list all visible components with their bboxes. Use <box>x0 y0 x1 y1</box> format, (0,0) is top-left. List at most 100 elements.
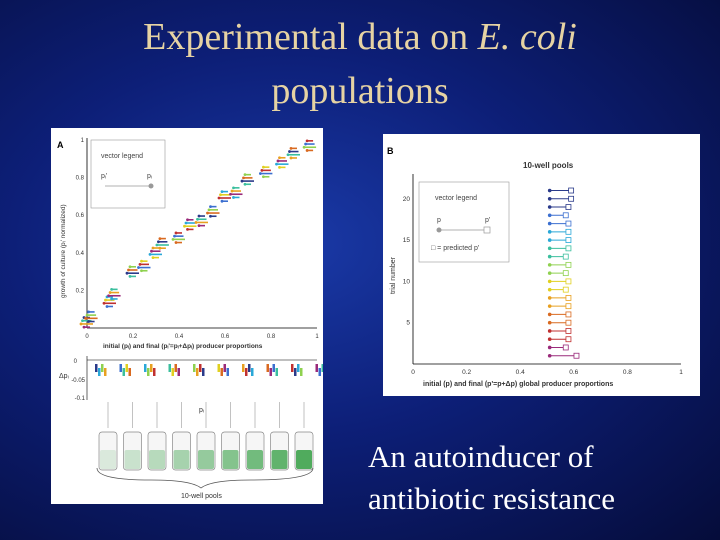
title-species: E. coli <box>477 16 577 58</box>
b-trial-predicted-7 <box>565 303 572 310</box>
slide-caption: An autoinducer of antibiotic resistance <box>368 436 615 520</box>
a-point-4-3 <box>128 275 132 278</box>
b-xtick-1: 0.2 <box>462 369 471 376</box>
a-xtick-4: 0.8 <box>267 334 276 340</box>
a-point-8-2 <box>171 237 175 241</box>
a-point-0-3 <box>82 325 86 329</box>
a-point-11-2 <box>206 211 209 215</box>
a-bottom-marker-8-2 <box>297 364 300 372</box>
a-point-17-3 <box>289 156 293 160</box>
a-point-4-2 <box>125 271 129 275</box>
a-point-3-3 <box>110 297 113 301</box>
a-bottom-markers <box>95 364 327 376</box>
a-bottom-marker-7-2 <box>272 364 275 372</box>
a-point-6-2 <box>148 253 152 256</box>
a-bottom-marker-8-1 <box>294 368 297 376</box>
a-point-6-1 <box>150 249 153 253</box>
a-point-18-2 <box>302 145 306 149</box>
caption-line1: An autoinducer of <box>368 439 594 474</box>
a-bottom-marker-0-1 <box>98 368 101 376</box>
slide-title-line2: populations <box>271 70 449 112</box>
a-tube-2 <box>147 431 167 471</box>
a-point-17-2 <box>286 153 290 157</box>
b-trial-predicted-19 <box>565 204 572 210</box>
a-wells-label: 10-well pools <box>181 493 222 500</box>
a-legend-p-to: pᵢ <box>147 173 152 180</box>
a-point-2-1 <box>104 298 107 302</box>
a-bottom-marker-1-3 <box>128 368 131 376</box>
panel-b-label: B <box>387 146 394 156</box>
a-point-14-3 <box>243 182 247 186</box>
a-point-0-1 <box>81 319 84 323</box>
b-trial-point-20 <box>547 196 552 201</box>
a-point-5-3 <box>140 269 143 273</box>
a-bottom-marker-0-2 <box>101 364 104 372</box>
title-prefix: Experimental data on <box>143 16 478 58</box>
a-tube-1 <box>123 431 142 471</box>
a-bottom-ylabel: Δpᵢ <box>59 373 69 380</box>
b-trial-predicted-17 <box>565 220 572 227</box>
b-trial-point-1 <box>547 353 552 358</box>
b-ytick-3: 20 <box>403 196 411 203</box>
b-legend-square <box>483 226 491 234</box>
a-point-5-2 <box>137 266 140 269</box>
panel-b-plot: B 10-well pools vector legend p p' □ = p… <box>387 146 683 388</box>
b-trial-predicted-2 <box>562 344 569 351</box>
a-tube-fill-4 <box>198 450 214 469</box>
a-bottom-marker-6-1 <box>245 368 248 376</box>
a-bottom-marker-5-0 <box>217 364 220 372</box>
a-point-9-2 <box>183 224 186 228</box>
a-xtick-1: 0.2 <box>129 334 138 340</box>
a-xtick-3: 0.6 <box>221 334 230 340</box>
b-trial-predicted-4 <box>565 328 572 334</box>
a-tube-3 <box>172 431 191 471</box>
b-xtick-3: 0.6 <box>569 369 578 376</box>
a-point-3-0 <box>110 287 113 291</box>
b-trial-point-8 <box>547 296 552 300</box>
b-trial-predicted-8 <box>565 295 572 301</box>
a-bottom-marker-9-0 <box>315 364 318 372</box>
a-bottom-marker-1-1 <box>122 368 125 376</box>
a-legend-dot <box>148 183 154 189</box>
b-legend-p: p <box>437 217 441 224</box>
a-bottom-ytick-2: -0.1 <box>75 396 86 402</box>
a-point-3-1 <box>108 291 112 294</box>
a-bottom-marker-4-3 <box>202 368 205 376</box>
b-trial-point-7 <box>547 304 552 308</box>
a-point-8-3 <box>174 241 178 244</box>
a-point-15-1 <box>260 168 264 172</box>
a-point-13-0 <box>232 186 235 190</box>
b-trial-point-5 <box>547 320 552 325</box>
a-point-5-0 <box>140 259 143 263</box>
a-point-16-0 <box>278 156 281 160</box>
a-bottom-ytick-0: 0 <box>74 359 78 365</box>
a-legend-title: vector legend <box>101 153 143 160</box>
a-bottom-marker-4-0 <box>193 364 196 372</box>
b-ytick-0: 5 <box>406 320 410 327</box>
a-tube-0 <box>98 431 118 471</box>
b-legend-title: vector legend <box>435 195 477 202</box>
a-point-1-3 <box>87 320 90 323</box>
a-xtick-2: 0.4 <box>175 334 184 340</box>
b-trial-point-18 <box>547 213 552 218</box>
a-point-2-2 <box>102 301 106 305</box>
a-point-13-3 <box>232 196 235 199</box>
a-bottom-marker-2-2 <box>150 364 153 372</box>
b-trial-predicted-18 <box>562 212 569 219</box>
b-trial-point-6 <box>547 312 552 317</box>
a-legend-p-from: pᵢ' <box>101 173 107 180</box>
a-point-9-3 <box>186 228 189 231</box>
panel-b-heading: 10-well pools <box>523 161 574 170</box>
a-point-1-1 <box>85 313 89 317</box>
a-point-18-0 <box>305 139 309 143</box>
a-tube-fill-1 <box>124 450 141 469</box>
a-point-14-0 <box>243 173 247 177</box>
a-bottom-marker-6-3 <box>251 368 254 376</box>
a-bottom-marker-7-0 <box>266 364 269 372</box>
b-trial-point-19 <box>547 205 552 209</box>
a-point-7-3 <box>158 246 162 250</box>
a-ylabel: growth of culture (pᵢ' normalized) <box>60 204 67 298</box>
a-point-10-1 <box>196 217 199 221</box>
b-legend-p-prime: p' <box>485 217 490 224</box>
b-trial-predicted-20 <box>568 195 575 202</box>
